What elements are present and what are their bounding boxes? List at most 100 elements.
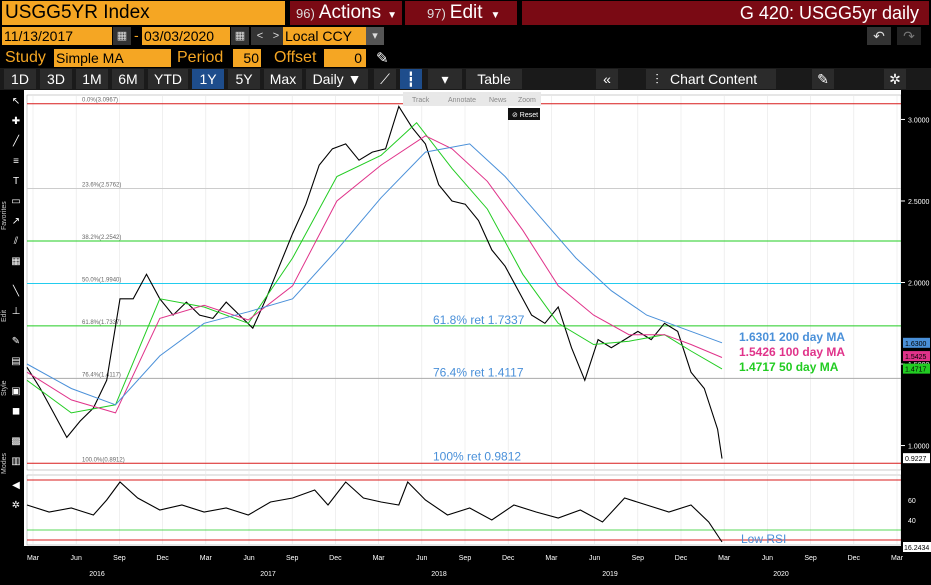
edit-label: Edit xyxy=(449,2,483,23)
copy-icon[interactable]: ▤ xyxy=(11,356,21,367)
calendar-icon[interactable]: ▦ xyxy=(231,27,249,45)
reset-button xyxy=(508,108,540,120)
edit-tool-icon[interactable]: ✎ xyxy=(11,336,21,347)
annotation-label: 100% ret 0.9812 xyxy=(433,449,521,463)
study-bar: Study Simple MA Period 50 Offset 0 ✎ xyxy=(0,47,931,68)
fib-level-label: 76.4%(1.4117) xyxy=(82,372,121,378)
period-button-max[interactable]: Max xyxy=(264,69,302,89)
last-value-text: 0.9227 xyxy=(905,456,927,463)
line-tool-icon[interactable]: ╱ xyxy=(12,136,20,147)
sidebar-label-edit: Edit xyxy=(1,309,8,322)
line-chart-icon[interactable]: ⟋ xyxy=(374,69,396,89)
chart-content-icon[interactable]: ⫶ xyxy=(646,69,668,89)
chart-canvas[interactable]: Mar Jun Sep Dec Mar Jun Sep Dec Mar Jun Sep Dec Mar J… xyxy=(0,90,931,582)
x-tick-label: Sep xyxy=(804,555,817,562)
ticker-field[interactable]: USGG5YR Index xyxy=(2,1,285,25)
period-button-3d[interactable]: 3D xyxy=(40,69,72,89)
period-button-ytd[interactable]: YTD xyxy=(148,69,188,89)
series-line-100-day-ma xyxy=(26,135,723,414)
shape-tool-icon[interactable]: ▭ xyxy=(11,196,21,207)
fib-tool-icon[interactable]: ≡ xyxy=(13,156,19,167)
mode-icon[interactable]: ▩ xyxy=(11,436,21,447)
chart-content-button[interactable]: Chart Content xyxy=(666,69,776,89)
crosshair-icon[interactable]: ✚ xyxy=(11,116,21,127)
x-tick-label: Sep xyxy=(459,555,472,562)
chevron-down-icon[interactable]: ▾ xyxy=(428,69,462,89)
rsi-last-tag xyxy=(903,542,931,552)
x-tick-label: Mar xyxy=(718,555,731,562)
x-tick-label: Jun xyxy=(589,555,600,562)
x-tick-label: Dec xyxy=(156,555,169,562)
chevron-down-icon[interactable]: ▾ xyxy=(366,27,384,45)
bar-chart-icon[interactable]: ┇ xyxy=(400,69,422,89)
study-select[interactable]: Simple MA xyxy=(54,49,171,67)
period-button-6m[interactable]: 6M xyxy=(112,69,144,89)
price-panel xyxy=(26,94,902,471)
edit-menu[interactable]: 97) Edit ▼ xyxy=(405,1,517,25)
trend-icon[interactable]: ╲ xyxy=(12,286,20,297)
start-date-input[interactable]: 11/13/2017 xyxy=(2,27,112,45)
period-toolbar: 1D 3D 1M 6M YTD 1Y 5Y Max Daily ▼ ⟋ ┇ ▾ … xyxy=(0,68,931,90)
x-tick-label: Jun xyxy=(243,555,254,562)
text-tool-icon[interactable]: T xyxy=(12,176,20,187)
x-tick-label: Mar xyxy=(200,555,213,562)
period-button-1m[interactable]: 1M xyxy=(76,69,108,89)
style-icon[interactable]: ▣ xyxy=(11,386,21,397)
x-tick-label: Sep xyxy=(113,555,126,562)
redo-icon[interactable]: ↷ xyxy=(897,27,921,45)
x-tick-label: Jun xyxy=(416,555,427,562)
x-tick-label: Mar xyxy=(891,555,904,562)
pointer-icon[interactable]: ↖ xyxy=(11,96,21,107)
measure-icon[interactable]: ⊥ xyxy=(11,306,21,317)
undo-icon[interactable]: ↶ xyxy=(867,27,891,45)
collapse-icon[interactable]: « xyxy=(596,69,618,89)
next-arrow-icon[interactable]: > xyxy=(267,27,285,45)
table-button[interactable]: Table xyxy=(466,69,522,89)
end-date-input[interactable]: 03/03/2020 xyxy=(142,27,230,45)
period-button-1y[interactable]: 1Y xyxy=(192,69,224,89)
x-tick-label: Mar xyxy=(373,555,386,562)
reset-label: ⊘ Reset xyxy=(512,112,538,119)
chart-area[interactable]: Mar Jun Sep Dec Mar Jun Sep Dec Mar Jun Sep Dec Mar J… xyxy=(0,90,931,582)
period-button-1d[interactable]: 1D xyxy=(4,69,36,89)
y-tick-label: 3.0000 xyxy=(908,117,930,124)
period-input[interactable]: 50 xyxy=(233,49,261,67)
gear-icon[interactable]: ✲ xyxy=(11,500,21,511)
window-title: G 420: USGG5yr daily xyxy=(522,1,929,25)
color-icon[interactable]: ◼ xyxy=(11,406,21,417)
currency-select[interactable]: Local CCY xyxy=(283,27,367,45)
calendar-icon[interactable]: ▦ xyxy=(113,27,131,45)
mode-alt-icon[interactable]: ▥ xyxy=(11,456,21,467)
x-tick-label: Jun xyxy=(762,555,773,562)
y-tick-label: 1.0000 xyxy=(908,444,930,451)
arrow-tool-icon[interactable]: ↗ xyxy=(11,216,21,227)
actions-num: 96) xyxy=(296,6,315,21)
rsi-icon[interactable]: ◀ xyxy=(12,480,20,491)
rsi-tick-label: 60 xyxy=(908,498,916,505)
offset-input[interactable]: 0 xyxy=(324,49,366,67)
legend-entry: 1.4717 50 day MA xyxy=(739,360,839,374)
dropdown-caret-icon: ▼ xyxy=(490,10,501,21)
series-line-rsi xyxy=(26,481,723,543)
chart-tool-annotate: Annotate xyxy=(448,97,476,104)
annotation-label: Low RSI xyxy=(741,532,786,546)
fib-level-label: 50.0%(1.9940) xyxy=(82,277,121,283)
edit-chart-icon[interactable]: ✎ xyxy=(812,69,834,89)
fib-level-label: 61.8%(1.7337) xyxy=(82,320,121,326)
x-tick-label: Sep xyxy=(632,555,645,562)
actions-menu[interactable]: 96) Actions ▼ xyxy=(290,1,402,25)
prev-arrow-icon[interactable]: < xyxy=(251,27,269,45)
gear-icon[interactable]: ✲ xyxy=(884,69,906,89)
pencil-icon[interactable]: ✎ xyxy=(376,50,389,67)
series-line-50-day-ma xyxy=(26,121,723,414)
edit-num: 97) xyxy=(427,6,446,21)
channel-tool-icon[interactable]: ⫽ xyxy=(13,236,19,247)
period-button-5y[interactable]: 5Y xyxy=(228,69,260,89)
last-value-tag xyxy=(903,337,930,348)
grid-icon[interactable]: ▦ xyxy=(11,256,21,267)
chart-tool-news: News xyxy=(489,97,507,104)
chart-tool-sidebar: ↖ ✚ ╱ ≡ T ▭ ↗ ⫽ ▦ ╲ ⊥ ✎ ▤ ▣ ◼ ▩ ▥ ◀ ✲ Fa… xyxy=(0,90,24,582)
frequency-select[interactable]: Daily ▼ xyxy=(306,69,368,89)
last-value-tag xyxy=(903,363,930,374)
y-axis-strip xyxy=(901,90,931,546)
